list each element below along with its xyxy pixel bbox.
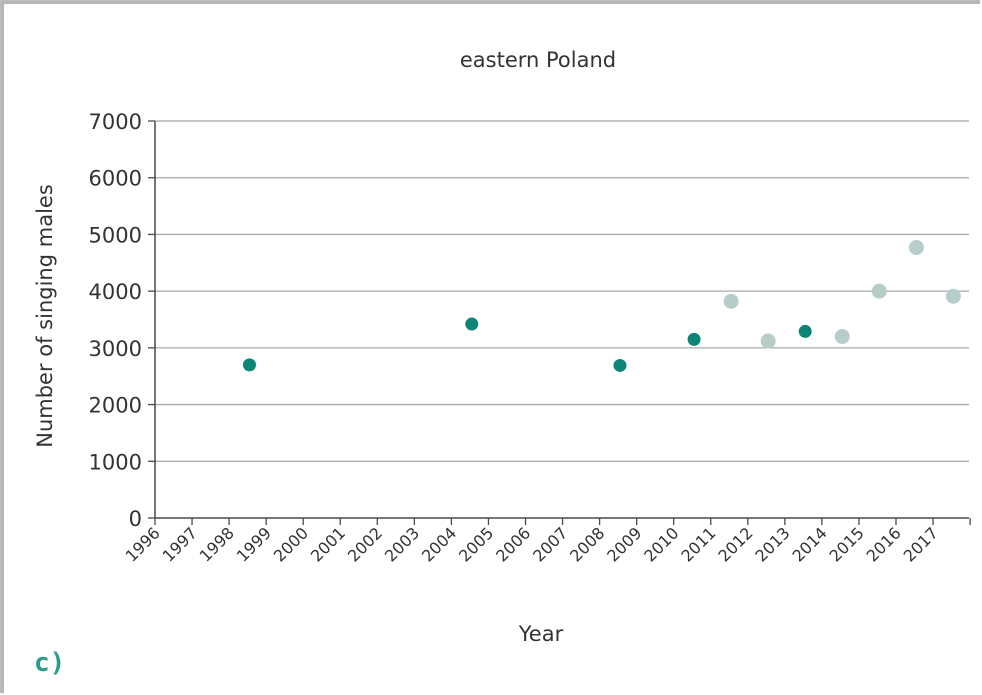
panel-label: c) [34, 648, 65, 678]
chart-title: eastern Poland [460, 48, 616, 72]
x-tick-label: 1998 [196, 523, 238, 565]
data-point-dark [798, 324, 812, 338]
data-point-dark [242, 358, 256, 372]
x-tick-label: 2014 [789, 523, 831, 565]
data-point-light [908, 239, 924, 255]
x-tick-label: 2015 [826, 523, 868, 565]
x-tick-label: 2011 [677, 523, 719, 565]
y-tick-label: 5000 [89, 223, 142, 247]
x-axis-label: Year [518, 622, 564, 646]
data-point-light [723, 293, 739, 309]
y-tick-label: 3000 [89, 337, 142, 361]
x-tick-label: 2012 [714, 523, 756, 565]
x-tick-label: 2010 [640, 523, 682, 565]
data-point-dark [687, 332, 701, 346]
x-tick-label: 1999 [233, 523, 275, 565]
axes [148, 120, 971, 525]
y-tick-label: 4000 [89, 280, 142, 304]
y-tick-label: 1000 [89, 450, 142, 474]
data-point-light [945, 288, 961, 304]
x-tick-label: 2016 [863, 523, 905, 565]
x-tick-labels: 1996199719981999200020012002200320042005… [122, 523, 942, 565]
x-tick-label: 2001 [307, 523, 349, 565]
x-tick-label: 2008 [566, 523, 608, 565]
x-tick-label: 1997 [159, 523, 201, 565]
data-point-light [871, 283, 887, 299]
y-tick-label: 2000 [89, 394, 142, 418]
data-point-light [760, 333, 776, 349]
x-tick-label: 2007 [529, 523, 571, 565]
y-tick-label: 7000 [89, 110, 142, 134]
x-tick-label: 2006 [492, 523, 534, 565]
y-tick-label: 0 [129, 507, 142, 531]
x-tick-label: 2003 [381, 523, 423, 565]
x-tick-label: 2009 [603, 523, 645, 565]
x-tick-label: 2002 [344, 523, 386, 565]
x-tick-label: 2013 [751, 523, 793, 565]
data-points [242, 239, 961, 372]
x-tick-label: 2017 [900, 523, 942, 565]
y-tick-label: 6000 [89, 167, 142, 191]
y-tick-labels: 0 1000 2000 3000 4000 5000 6000 7000 [89, 110, 142, 531]
x-tick-label: 2000 [270, 523, 312, 565]
data-point-dark [465, 317, 479, 331]
data-point-light [834, 329, 850, 345]
grid-lines [155, 120, 969, 462]
y-axis-label: Number of singing males [33, 184, 57, 448]
x-tick-label: 2004 [418, 523, 460, 565]
data-point-dark [613, 358, 627, 372]
x-tick-label: 2005 [455, 523, 497, 565]
